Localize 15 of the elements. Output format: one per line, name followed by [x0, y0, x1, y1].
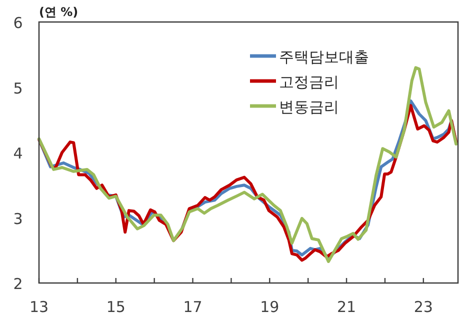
y-tick-label: 2 [13, 275, 23, 293]
x-tick-label: 15 [106, 298, 126, 316]
legend-label: 주택담보대출 [279, 48, 369, 66]
x-tick-label: 13 [29, 298, 49, 316]
y-tick-label: 5 [13, 79, 23, 98]
x-tick-label: 17 [183, 298, 202, 316]
y-tick-label: 6 [13, 14, 23, 32]
y-tick-label: 3 [13, 210, 23, 228]
legend-label: 고정금리 [279, 73, 339, 91]
y-axis-title: (연 %) [39, 5, 78, 19]
x-tick-label: 19 [260, 298, 280, 316]
legend-label: 변동금리 [279, 98, 339, 116]
x-tick-label: 21 [336, 298, 356, 316]
y-tick-label: 4 [13, 144, 23, 162]
x-tick-label: 23 [414, 298, 433, 316]
